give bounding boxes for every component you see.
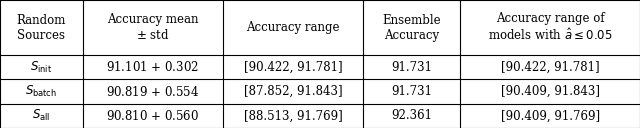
Text: [90.422, 91.781]: [90.422, 91.781] bbox=[244, 61, 342, 74]
Text: Random
Sources: Random Sources bbox=[17, 14, 66, 42]
Text: 91.731: 91.731 bbox=[391, 85, 432, 98]
Text: $S_\mathrm{batch}$: $S_\mathrm{batch}$ bbox=[26, 84, 58, 99]
Text: 90.819 $+$ 0.554: 90.819 $+$ 0.554 bbox=[106, 85, 200, 99]
Text: [90.409, 91.769]: [90.409, 91.769] bbox=[500, 109, 600, 122]
Text: 91.731: 91.731 bbox=[391, 61, 432, 74]
Text: Ensemble
Accuracy: Ensemble Accuracy bbox=[382, 14, 441, 42]
Text: 90.810 $+$ 0.560: 90.810 $+$ 0.560 bbox=[106, 109, 199, 123]
Text: [90.409, 91.843]: [90.409, 91.843] bbox=[500, 85, 600, 98]
Text: Accuracy range of
models with $\hat{a} \leq 0.05$: Accuracy range of models with $\hat{a} \… bbox=[488, 12, 612, 43]
Text: $S_\mathrm{init}$: $S_\mathrm{init}$ bbox=[30, 60, 52, 75]
Text: 91.101 $+$ 0.302: 91.101 $+$ 0.302 bbox=[106, 60, 199, 74]
Text: [88.513, 91.769]: [88.513, 91.769] bbox=[244, 109, 342, 122]
Text: [90.422, 91.781]: [90.422, 91.781] bbox=[500, 61, 600, 74]
Text: $S_\mathrm{all}$: $S_\mathrm{all}$ bbox=[32, 108, 51, 123]
Text: Accuracy mean
$\pm$ std: Accuracy mean $\pm$ std bbox=[107, 13, 198, 42]
Text: Accuracy range: Accuracy range bbox=[246, 21, 340, 34]
Text: 92.361: 92.361 bbox=[391, 109, 432, 122]
Text: [87.852, 91.843]: [87.852, 91.843] bbox=[244, 85, 342, 98]
